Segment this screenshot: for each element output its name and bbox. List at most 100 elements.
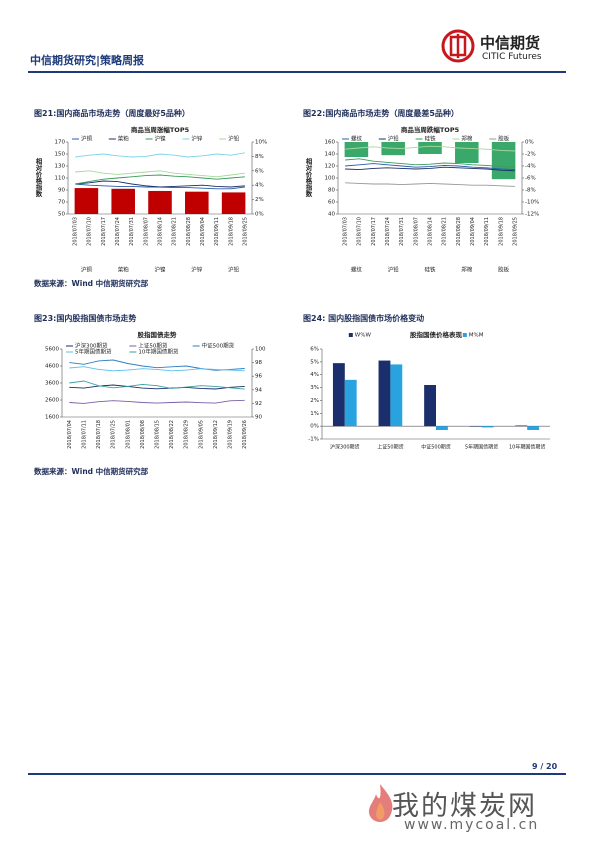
caption: 图24: 国内股指国债市场价格变动 [303, 314, 425, 323]
x-tick-label: 2018/08/01 [125, 420, 131, 449]
line-series [69, 399, 245, 404]
line-series [345, 182, 515, 187]
x-tick-label: 2018/07/03 [73, 217, 79, 246]
header-title: 中信期货研究|策略周报 [30, 54, 145, 67]
bar [424, 385, 436, 427]
y-tick-label: 3% [310, 385, 319, 391]
line-series [69, 359, 245, 371]
y2-tick-label: 90 [255, 415, 262, 421]
bar [418, 142, 442, 154]
x-tick-label: 2018/09/04 [200, 217, 206, 246]
x-tick-label: 2018/09/19 [228, 420, 234, 449]
x-tick-label: 2018/07/11 [81, 420, 87, 449]
legend-label: 上证50期货 [138, 342, 167, 350]
y-tick-label: 4600 [45, 364, 59, 370]
x-tick-label: 2018/08/21 [172, 217, 178, 246]
watermark-url: www.mycoal.cn [404, 817, 540, 833]
footer-rule [28, 773, 566, 775]
bar [527, 426, 540, 430]
line-series [345, 163, 515, 171]
x-tick-label: 2018/07/10 [87, 217, 93, 246]
x-tick-label: 2018/09/25 [512, 217, 518, 246]
x-tick-label: 10年期国债期货 [509, 444, 545, 451]
bar-category-label: 菜粕 [118, 266, 129, 274]
line-series [69, 380, 245, 390]
x-tick-label: 2018/08/28 [456, 217, 462, 246]
y2-tick-label: -10% [525, 200, 539, 206]
y2-tick-label: 96 [255, 374, 262, 380]
legend-label: 沪镍 [155, 135, 167, 143]
y-tick-label: 0% [310, 424, 319, 430]
bar-category-label: 郑棉 [461, 266, 473, 274]
legend-label: 螺纹 [351, 135, 363, 143]
legend-label: 中证500期货 [202, 342, 235, 350]
y-axis-label: 相对价格指数 [34, 157, 42, 199]
y2-tick-label: -6% [525, 176, 536, 182]
chart: 商品当周跌幅TOP5 40 60 80 100 120 140 160 -12% -10% -8% -… [304, 125, 539, 274]
y2-tick-label: 92 [255, 401, 262, 407]
bar-category-label: 硅铁 [424, 266, 436, 274]
y-tick-label: 120 [325, 164, 336, 170]
bar [74, 188, 99, 214]
y-axis-label: 相对价格指数 [304, 157, 312, 199]
legend-label: 沪铜 [81, 135, 93, 143]
logo-en: CITIC Futures [482, 52, 542, 62]
bar [344, 379, 357, 427]
bar-category-label: 胶板 [498, 266, 510, 274]
line-series [345, 158, 515, 168]
watermark-text: 我的煤炭网 [392, 791, 537, 822]
y-tick-label: 1% [310, 411, 319, 417]
x-tick-label: 5年期国债期货 [465, 444, 498, 451]
legend-label: 菜粕 [118, 135, 129, 143]
y2-tick-label: -12% [525, 212, 539, 218]
x-tick-label: 中证500期货 [421, 444, 451, 451]
header-rule [28, 71, 566, 73]
legend-label: 胶板 [498, 135, 510, 143]
bar-category-label: 沪镍 [154, 266, 166, 274]
bar-category-label: 螺纹 [351, 266, 363, 274]
y2-tick-label: 6% [255, 168, 264, 174]
y-tick-label: 70 [58, 200, 65, 206]
chart-title: 股指国债价格表现 [410, 330, 463, 339]
x-tick-label: 上证50期货 [377, 444, 403, 451]
watermark-icon [368, 784, 393, 822]
y-tick-label: 50 [58, 212, 65, 218]
y-tick-label: 1600 [45, 415, 59, 421]
x-tick-label: 2018/08/15 [155, 420, 161, 449]
x-tick-label: 2018/08/07 [413, 217, 419, 246]
x-tick-label: 2018/08/29 [184, 420, 190, 449]
legend-label: 沪铅 [228, 135, 240, 143]
y2-tick-label: 0% [255, 212, 264, 218]
x-tick-label: 2018/07/24 [385, 217, 391, 246]
legend-label: 硅铁 [425, 135, 437, 143]
y-tick-label: 100 [325, 176, 336, 182]
bar [185, 191, 209, 214]
x-tick-label: 2018/08/14 [158, 217, 164, 246]
bar [111, 188, 135, 214]
legend-label: 5年期国债期货 [75, 348, 112, 356]
x-tick-label: 2018/09/26 [242, 420, 248, 449]
x-tick-label: 2018/08/22 [169, 420, 175, 449]
x-tick-label: 2018/09/11 [484, 217, 490, 246]
x-tick-label: 2018/07/10 [357, 217, 363, 246]
x-tick-label: 沪深300期货 [330, 444, 360, 451]
x-tick-label: 2018/09/05 [198, 420, 204, 449]
y-tick-label: 2600 [45, 398, 59, 404]
x-tick-label: 2018/09/04 [470, 217, 476, 246]
legend-swatch [348, 333, 353, 337]
caption: 图23:国内股指国债市场走势 [34, 314, 137, 323]
legend-label: 沪铅 [388, 135, 400, 143]
line-series [75, 152, 245, 158]
bar [344, 142, 369, 157]
line-series [75, 180, 245, 188]
y-tick-label: 110 [55, 176, 66, 182]
bar [491, 142, 516, 180]
y-tick-label: 5% [310, 359, 319, 365]
caption: 图21:国内商品市场走势（周度最好5品种） [34, 109, 190, 118]
legend-label: 沪锌 [191, 135, 203, 143]
bar [436, 426, 448, 430]
y-tick-label: 2% [310, 398, 319, 404]
bar [148, 190, 172, 214]
line-series [69, 366, 245, 372]
line-series [75, 170, 245, 178]
